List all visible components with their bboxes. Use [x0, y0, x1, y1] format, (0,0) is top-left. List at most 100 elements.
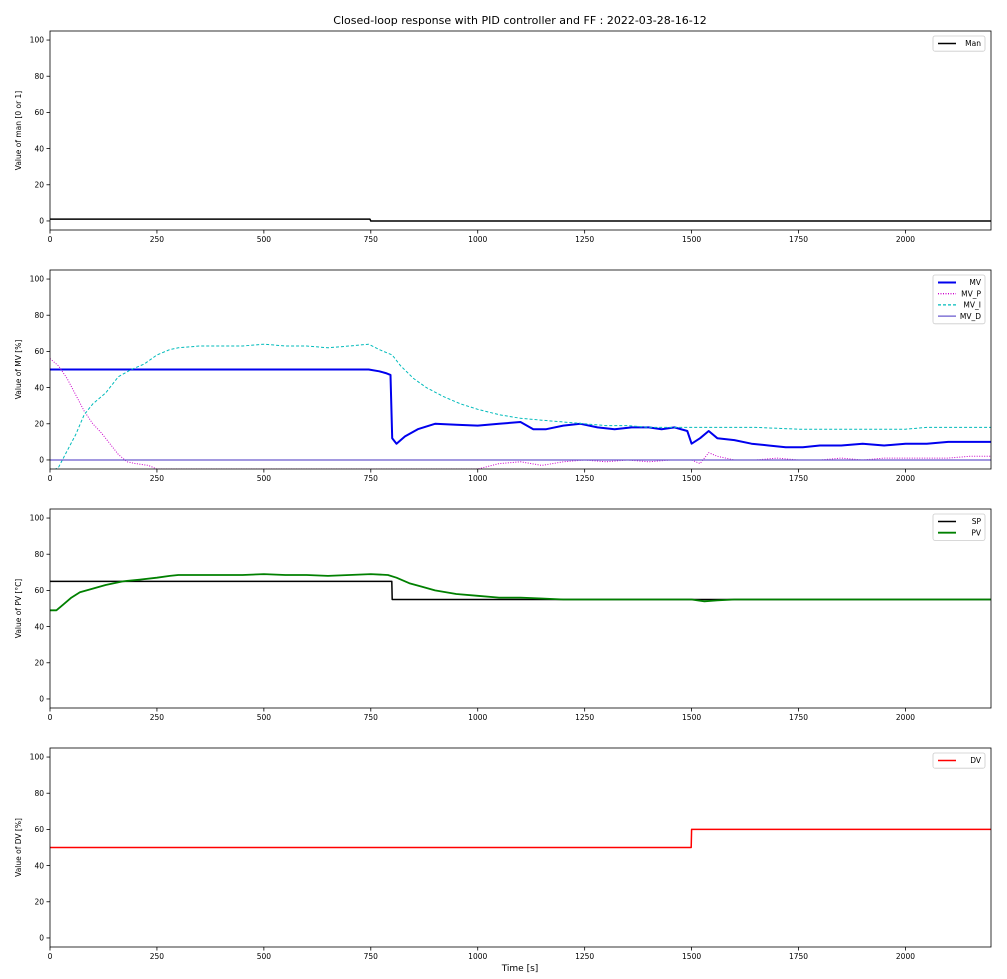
- y-tick-label: 80: [34, 72, 44, 81]
- x-tick-label: 0: [48, 713, 53, 722]
- y-tick-label: 100: [30, 275, 45, 284]
- x-tick-label: 1500: [682, 713, 701, 722]
- x-tick-label: 250: [150, 952, 165, 961]
- x-tick-label: 250: [150, 235, 165, 244]
- x-tick-label: 750: [364, 952, 379, 961]
- legend-box: [932, 35, 986, 52]
- y-tick-label: 0: [39, 456, 44, 465]
- series-line-mv: [50, 368, 991, 449]
- legend: Man: [932, 35, 986, 52]
- figure-title: Closed-loop response with PID controller…: [333, 14, 706, 27]
- x-tick-label: 750: [364, 474, 379, 483]
- y-tick-label: 60: [34, 108, 44, 117]
- y-tick-label: 80: [34, 550, 44, 559]
- y-tick-label: 80: [34, 311, 44, 320]
- series-line-mv-i: [54, 343, 991, 469]
- x-tick-label: 1250: [575, 713, 594, 722]
- y-tick-label: 60: [34, 586, 44, 595]
- x-tick-label: 500: [257, 474, 272, 483]
- axes-frame: [49, 747, 992, 948]
- x-tick-label: 1000: [468, 474, 487, 483]
- series-group: [50, 828, 991, 849]
- series-line-pv: [50, 573, 991, 612]
- legend: MV MV_P MV_I MV_D: [932, 274, 986, 325]
- x-tick-label: 1250: [575, 952, 594, 961]
- y-tick-label: 40: [34, 383, 44, 392]
- y-tick-label: 0: [39, 217, 44, 226]
- axes-frame: [49, 30, 992, 231]
- y-tick-label: 100: [30, 514, 45, 523]
- series-group: [50, 218, 991, 222]
- x-tick-label: 1500: [682, 235, 701, 244]
- y-tick-label: 20: [34, 419, 44, 428]
- y-tick-label: 20: [34, 180, 44, 189]
- x-tick-label: 0: [48, 952, 53, 961]
- x-tick-label: 2000: [896, 235, 915, 244]
- subplot-4: 0 250 500 750 1000 1250 1500 1750 2000 0 20 40 60 80 1…: [14, 747, 992, 961]
- legend-label: MV_D: [960, 312, 981, 321]
- legend-box: [932, 513, 986, 541]
- series-line-mv-p: [50, 358, 991, 469]
- series-group: [50, 343, 991, 469]
- legend-label: MV: [969, 278, 981, 287]
- y-tick-label: 100: [30, 36, 45, 45]
- y-tick-label: 100: [30, 753, 45, 762]
- y-tick-label: 60: [34, 347, 44, 356]
- x-tick-label: 500: [257, 235, 272, 244]
- legend-label: Man: [965, 39, 981, 48]
- y-tick-label: 40: [34, 622, 44, 631]
- legend-label: SP: [972, 517, 982, 526]
- x-tick-label: 1500: [682, 474, 701, 483]
- y-axis-label: Value of MV [%]: [14, 340, 23, 400]
- subplot-1: 0 250 500 750 1000 1250 1500 1750 2000 0 20 40 60 80 1…: [14, 30, 992, 244]
- y-axis-label: Value of DV [%]: [14, 818, 23, 877]
- x-tick-label: 0: [48, 474, 53, 483]
- x-tick-label: 250: [150, 713, 165, 722]
- x-tick-label: 2000: [896, 474, 915, 483]
- axes-frame: [49, 269, 992, 470]
- legend-label: PV: [971, 528, 982, 537]
- x-tick-label: 1250: [575, 474, 594, 483]
- subplot-3: 0 250 500 750 1000 1250 1500 1750 2000 0 20 40 60 80 1…: [14, 508, 992, 722]
- axes-frame: [49, 508, 992, 709]
- x-tick-label: 1250: [575, 235, 594, 244]
- x-tick-label: 2000: [896, 713, 915, 722]
- x-tick-label: 500: [257, 952, 272, 961]
- legend-box: [932, 752, 986, 769]
- series-line-dv: [50, 828, 991, 849]
- legend-label: MV_I: [963, 301, 981, 310]
- x-tick-label: 1500: [682, 952, 701, 961]
- x-tick-label: 1750: [789, 952, 808, 961]
- y-tick-label: 60: [34, 825, 44, 834]
- legend: DV: [932, 752, 986, 769]
- series-line-man: [50, 218, 991, 222]
- x-tick-label: 1750: [789, 713, 808, 722]
- legend-label: DV: [970, 756, 982, 765]
- y-tick-label: 20: [34, 658, 44, 667]
- y-tick-label: 0: [39, 934, 44, 943]
- x-tick-label: 1000: [468, 952, 487, 961]
- legend: SP PV: [932, 513, 986, 541]
- y-tick-label: 40: [34, 144, 44, 153]
- x-tick-label: 1000: [468, 235, 487, 244]
- x-tick-label: 250: [150, 474, 165, 483]
- x-tick-label: 500: [257, 713, 272, 722]
- x-tick-label: 1750: [789, 474, 808, 483]
- series-group: [50, 573, 991, 612]
- y-tick-label: 40: [34, 861, 44, 870]
- y-axis-label: Value of PV [°C]: [14, 579, 23, 639]
- x-tick-label: 0: [48, 235, 53, 244]
- legend-label: MV_P: [961, 289, 981, 298]
- y-tick-label: 80: [34, 789, 44, 798]
- x-tick-label: 750: [364, 713, 379, 722]
- x-axis-label: Time [s]: [501, 964, 539, 974]
- x-tick-label: 750: [364, 235, 379, 244]
- x-tick-label: 1000: [468, 713, 487, 722]
- x-tick-label: 2000: [896, 952, 915, 961]
- y-tick-label: 20: [34, 897, 44, 906]
- x-tick-label: 1750: [789, 235, 808, 244]
- subplot-2: 0 250 500 750 1000 1250 1500 1750 2000 0 20 40 60 80 1…: [14, 269, 992, 483]
- y-axis-label: Value of man [0 or 1]: [14, 91, 23, 171]
- legend-box: [932, 274, 986, 325]
